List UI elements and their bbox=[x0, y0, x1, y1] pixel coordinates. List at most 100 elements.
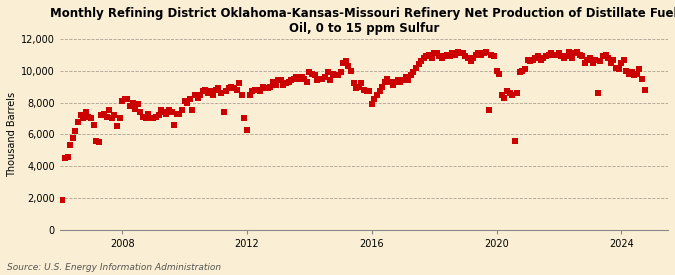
Point bbox=[73, 119, 84, 124]
Point bbox=[418, 56, 429, 60]
Point bbox=[327, 72, 338, 76]
Point bbox=[475, 53, 486, 57]
Point bbox=[566, 56, 577, 60]
Point bbox=[533, 54, 543, 59]
Point bbox=[286, 78, 296, 82]
Point bbox=[192, 95, 203, 100]
Point bbox=[278, 83, 289, 87]
Point bbox=[80, 110, 91, 114]
Point bbox=[621, 68, 632, 73]
Point bbox=[444, 54, 455, 59]
Point bbox=[291, 75, 302, 79]
Point bbox=[111, 124, 122, 129]
Point bbox=[119, 97, 130, 101]
Point bbox=[169, 123, 180, 127]
Point bbox=[551, 53, 562, 57]
Point bbox=[213, 86, 224, 90]
Point bbox=[405, 73, 416, 78]
Point bbox=[70, 129, 81, 133]
Point bbox=[431, 51, 442, 55]
Point bbox=[338, 60, 348, 65]
Point bbox=[177, 108, 188, 113]
Point bbox=[270, 83, 281, 87]
Point bbox=[458, 51, 468, 55]
Point bbox=[223, 86, 234, 90]
Point bbox=[109, 113, 120, 117]
Point bbox=[346, 68, 356, 73]
Title: Monthly Refining District Oklahoma-Kansas-Missouri Refinery Net Production of Di: Monthly Refining District Oklahoma-Kansa… bbox=[50, 7, 675, 35]
Point bbox=[587, 60, 598, 65]
Point bbox=[585, 56, 595, 60]
Point bbox=[68, 135, 78, 140]
Point bbox=[595, 59, 606, 63]
Point bbox=[117, 99, 128, 103]
Point bbox=[351, 86, 362, 90]
Point bbox=[600, 53, 611, 57]
Point bbox=[369, 97, 380, 101]
Point bbox=[244, 92, 255, 97]
Point bbox=[208, 92, 219, 97]
Point bbox=[489, 54, 500, 59]
Point bbox=[211, 88, 221, 92]
Point bbox=[252, 88, 263, 92]
Point bbox=[562, 54, 572, 59]
Point bbox=[387, 83, 398, 87]
Point bbox=[205, 89, 216, 94]
Point bbox=[382, 76, 393, 81]
Point bbox=[226, 84, 237, 89]
Y-axis label: Thousand Barrels: Thousand Barrels bbox=[7, 92, 17, 177]
Point bbox=[145, 116, 156, 121]
Point bbox=[114, 116, 125, 121]
Point bbox=[423, 53, 434, 57]
Point bbox=[554, 51, 564, 55]
Point bbox=[426, 56, 437, 60]
Point bbox=[140, 116, 151, 121]
Point bbox=[288, 76, 299, 81]
Point bbox=[93, 140, 104, 144]
Point bbox=[333, 73, 344, 78]
Point bbox=[156, 108, 167, 113]
Point bbox=[267, 80, 278, 84]
Point bbox=[502, 89, 512, 94]
Point bbox=[325, 78, 335, 82]
Point bbox=[483, 108, 494, 113]
Point bbox=[517, 68, 528, 73]
Point bbox=[374, 89, 385, 94]
Point bbox=[75, 113, 86, 117]
Point bbox=[254, 89, 265, 94]
Point bbox=[171, 111, 182, 116]
Point bbox=[579, 60, 590, 65]
Point bbox=[371, 92, 382, 97]
Point bbox=[614, 67, 624, 71]
Point bbox=[275, 78, 286, 82]
Point bbox=[512, 91, 522, 95]
Point bbox=[174, 111, 185, 116]
Point bbox=[187, 108, 198, 113]
Point bbox=[392, 78, 403, 82]
Point bbox=[335, 70, 346, 75]
Point bbox=[367, 102, 377, 106]
Point bbox=[637, 76, 647, 81]
Point bbox=[450, 53, 460, 57]
Point bbox=[127, 100, 138, 105]
Point bbox=[478, 51, 489, 55]
Point bbox=[163, 108, 174, 113]
Point bbox=[91, 139, 102, 143]
Point bbox=[574, 53, 585, 57]
Point bbox=[504, 91, 515, 95]
Point bbox=[597, 54, 608, 59]
Point bbox=[470, 53, 481, 57]
Point bbox=[616, 60, 626, 65]
Point bbox=[273, 78, 284, 82]
Point bbox=[564, 50, 574, 54]
Point bbox=[629, 73, 640, 78]
Point bbox=[101, 115, 112, 119]
Point bbox=[122, 97, 133, 101]
Point bbox=[510, 139, 520, 143]
Point bbox=[249, 88, 260, 92]
Point bbox=[530, 56, 541, 60]
Point bbox=[447, 51, 458, 55]
Point bbox=[284, 80, 294, 84]
Point bbox=[306, 72, 317, 76]
Point bbox=[343, 64, 354, 68]
